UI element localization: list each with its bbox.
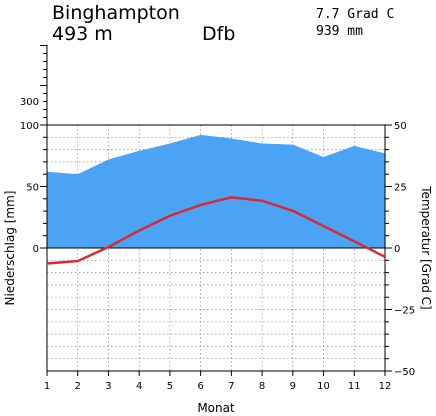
x-tick-label: 2 <box>75 381 81 392</box>
x-tick-label: 11 <box>348 381 361 392</box>
left-tick-label: 300 <box>20 97 39 108</box>
x-tick-label: 9 <box>290 381 296 392</box>
x-tick-label: 10 <box>317 381 330 392</box>
temperature-layer <box>46 196 386 265</box>
elevation: 493 m <box>52 23 113 45</box>
x-tick-label: 12 <box>379 381 392 392</box>
x-tick-label: 1 <box>44 381 50 392</box>
mean-temperature: 7.7 Grad C <box>316 7 394 22</box>
x-tick-label: 7 <box>228 381 234 392</box>
x-tick-label: 6 <box>197 381 203 392</box>
x-axis-label: Monat <box>197 401 235 415</box>
y-axis-label-left: Niederschlag [mm] <box>3 191 17 306</box>
right-tick-label: −50 <box>394 367 415 378</box>
y-axis-label-right: Temperatur [Grad C] <box>419 185 433 309</box>
right-tick-label: 25 <box>394 183 407 194</box>
right-tick-label: 50 <box>394 121 407 132</box>
right-tick-label: −25 <box>394 306 415 317</box>
left-tick-label: 100 <box>20 121 39 132</box>
x-tick-label: 8 <box>259 381 265 392</box>
climate-class: Dfb <box>202 23 235 45</box>
right-tick-label: 0 <box>394 244 400 255</box>
station-name: Binghampton <box>52 2 180 24</box>
left-tick-label: 50 <box>26 183 39 194</box>
precipitation-area <box>47 134 385 248</box>
precipitation-layer <box>47 134 385 248</box>
x-tick-label: 3 <box>105 381 111 392</box>
temperature-line <box>46 196 386 265</box>
left-tick-label: 0 <box>33 244 39 255</box>
annual-precipitation: 939 mm <box>316 24 363 39</box>
x-tick-label: 4 <box>136 381 142 392</box>
x-tick-label: 5 <box>167 381 173 392</box>
